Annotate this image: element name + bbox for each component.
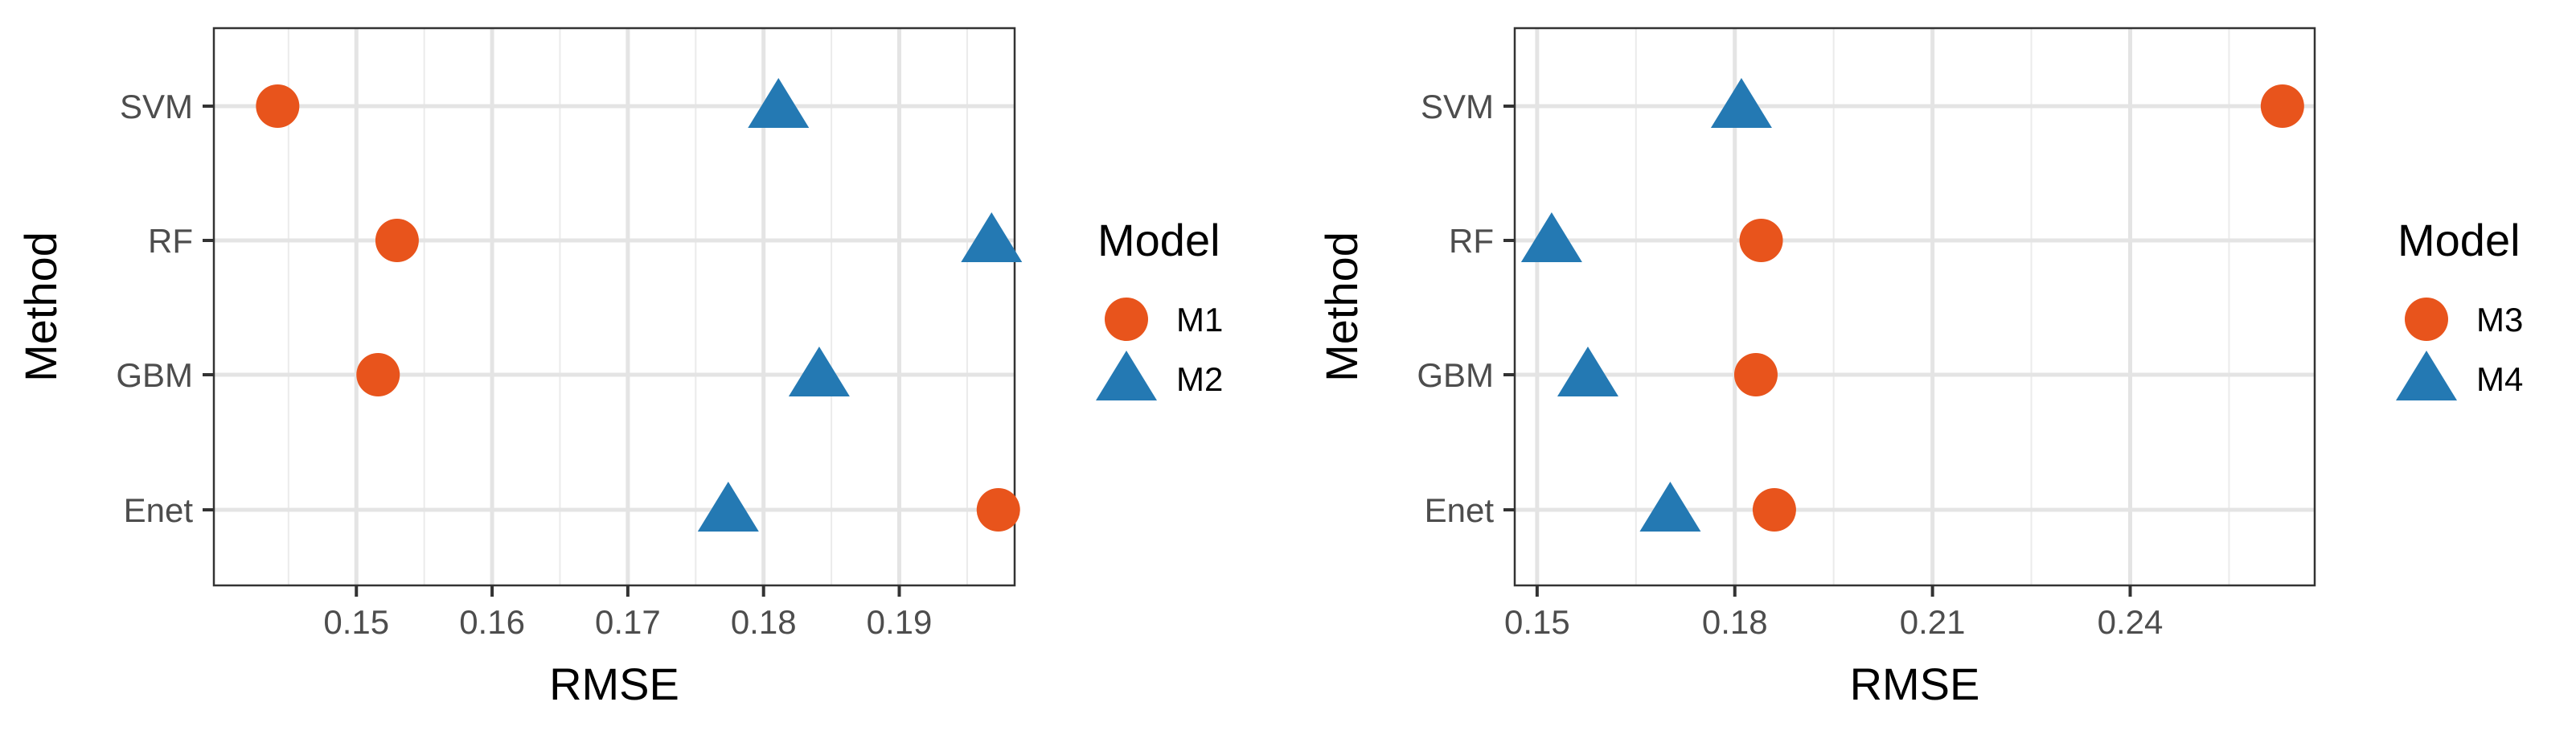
- data-point-m3: [1733, 353, 1778, 396]
- legend-title: Model: [1097, 215, 1220, 265]
- x-tick-label: 0.24: [2098, 603, 2164, 641]
- y-tick-label: SVM: [1421, 88, 1494, 125]
- data-point-m3: [1739, 219, 1783, 262]
- plot-background: [1515, 28, 2315, 585]
- chart-panel-left: Enet GBM RF SVM 0.15 0.16 0.17 0.18 0.19 RMSE Meth…: [15, 27, 1223, 709]
- y-axis-title: Method: [15, 232, 66, 382]
- data-point-m4: [1639, 482, 1701, 532]
- x-tick-label: 0.21: [1900, 603, 1966, 641]
- data-point-m4: [1710, 78, 1772, 128]
- x-tick-label: 0.17: [595, 603, 661, 641]
- y-axis-title: Method: [1316, 232, 1367, 382]
- data-point-m4: [1557, 347, 1618, 396]
- data-point-m3: [2260, 84, 2304, 128]
- legend-label-m1: M1: [1176, 301, 1223, 339]
- data-point-m2: [697, 482, 759, 532]
- legend-key-m3: [2405, 298, 2448, 341]
- y-tick-label: GBM: [116, 356, 193, 394]
- data-point-m2: [961, 212, 1023, 262]
- plot-border: [212, 27, 1016, 587]
- x-tick-label: 0.15: [323, 603, 389, 641]
- plot-background: [214, 28, 1015, 585]
- data-point-m1: [375, 219, 419, 262]
- x-tick-label: 0.15: [1504, 603, 1570, 641]
- legend: Model M1 M2: [1096, 215, 1223, 400]
- legend-label-m3: M3: [2476, 301, 2523, 339]
- data-point-m1: [976, 488, 1020, 532]
- y-tick-label: SVM: [120, 88, 193, 125]
- x-tick-label: 0.18: [1702, 603, 1768, 641]
- y-tick-label: RF: [1449, 222, 1494, 260]
- legend-key-m1: [1105, 298, 1148, 341]
- y-tick-label: RF: [148, 222, 193, 260]
- data-point-m1: [356, 353, 400, 396]
- x-axis-title: RMSE: [549, 659, 679, 709]
- legend-title: Model: [2398, 215, 2521, 265]
- x-axis-title: RMSE: [1850, 659, 1980, 709]
- x-tick-label: 0.18: [731, 603, 797, 641]
- plot-border: [1513, 27, 2316, 587]
- legend-label-m4: M4: [2476, 360, 2523, 398]
- x-tick-label: 0.19: [867, 603, 933, 641]
- data-point-m3: [1752, 488, 1796, 532]
- y-tick-label: GBM: [1417, 356, 1494, 394]
- legend: Model M3 M4: [2396, 215, 2523, 400]
- chart-panel-right: Enet GBM RF SVM 0.15 0.18 0.21 0.24 RMSE Method Mo…: [1316, 27, 2523, 709]
- data-point-m2: [748, 78, 810, 128]
- legend-label-m2: M2: [1176, 360, 1223, 398]
- legend-key-m2: [1096, 351, 1157, 400]
- data-point-m4: [1520, 212, 1582, 262]
- y-tick-label: Enet: [124, 491, 194, 529]
- x-tick-label: 0.16: [459, 603, 525, 641]
- data-point-m1: [256, 84, 300, 128]
- legend-key-m4: [2396, 351, 2457, 400]
- y-tick-label: Enet: [1425, 491, 1495, 529]
- data-point-m2: [788, 347, 850, 396]
